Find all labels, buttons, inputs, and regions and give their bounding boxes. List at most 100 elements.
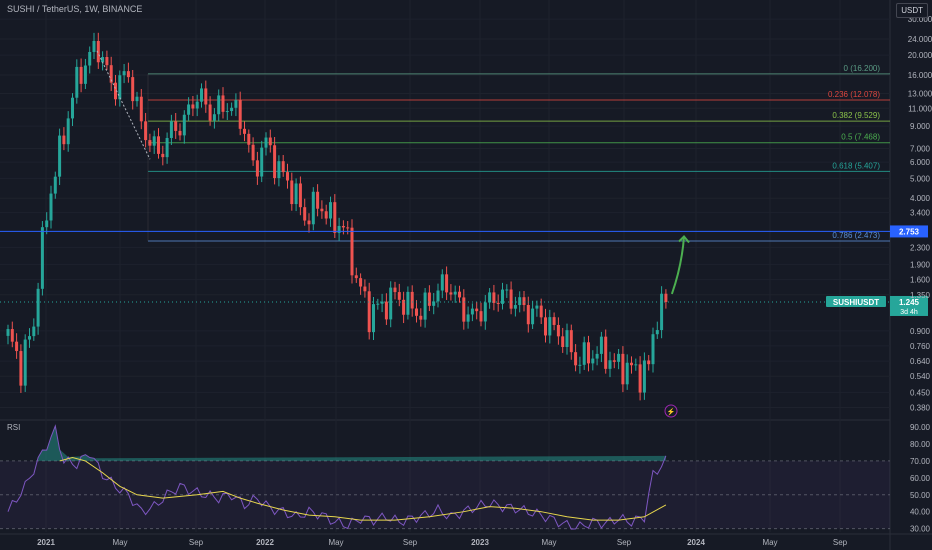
- candle-body: [513, 305, 517, 309]
- candle-body: [415, 308, 418, 316]
- candle-body: [389, 287, 393, 320]
- candle-body: [286, 172, 289, 181]
- candle-body: [595, 353, 599, 359]
- candle-body: [234, 100, 238, 108]
- candle-body: [191, 104, 195, 109]
- candle-body: [539, 305, 543, 318]
- candle-body: [333, 202, 337, 233]
- candle-body: [621, 353, 625, 385]
- candle-body: [432, 301, 436, 306]
- candle-body: [221, 95, 225, 112]
- candle-body: [255, 160, 259, 177]
- candle-body: [58, 135, 62, 177]
- candle-body: [169, 121, 173, 138]
- symbol-tag: [826, 295, 886, 307]
- candle-body: [483, 302, 487, 322]
- candle-body: [526, 305, 530, 325]
- candle-body: [281, 161, 285, 173]
- candle-body: [247, 133, 251, 145]
- candle-body: [311, 191, 315, 225]
- candle-body: [152, 136, 156, 146]
- candle-body: [608, 360, 612, 369]
- candle-body: [410, 291, 414, 309]
- candle-body: [36, 288, 40, 327]
- candle-body: [277, 161, 281, 179]
- candle-body: [28, 336, 31, 340]
- price-tick-label: 0.450: [910, 388, 931, 397]
- axes: 30.000 24.000 20.000 16.000 13.000 11.000 9.00…: [37, 15, 932, 547]
- arrow-head-icon: [678, 235, 690, 244]
- candle-body: [260, 147, 264, 177]
- candle-body: [157, 136, 160, 154]
- candle-body: [346, 227, 350, 229]
- price-tick-label: 1.900: [910, 260, 931, 269]
- time-tick-label: Sep: [403, 538, 418, 547]
- candle-body: [307, 220, 311, 225]
- price-tick-label: 0.540: [910, 372, 931, 381]
- candle-body: [195, 101, 199, 109]
- fib-level-label: 0.618 (5.407): [832, 161, 880, 170]
- candle-body: [40, 227, 44, 289]
- fib-retracement[interactable]: 0 (16.200) 0.236 (12.078) 0.382 (9.529) 0.5…: [147, 64, 890, 242]
- candle-body: [174, 121, 178, 131]
- candle-body: [359, 278, 363, 287]
- candle-body: [531, 308, 535, 325]
- candle-body: [574, 352, 578, 366]
- candle-body: [522, 297, 526, 306]
- candle-body: [324, 211, 328, 219]
- candle-body: [114, 82, 117, 100]
- candle-body: [518, 297, 522, 306]
- candle-body: [83, 65, 87, 84]
- price-tick-label: 0.380: [910, 403, 931, 412]
- candle-body: [105, 56, 109, 66]
- candle-body: [427, 292, 431, 306]
- candle-body: [384, 301, 388, 320]
- candle-body: [165, 137, 169, 158]
- candle-body: [419, 315, 423, 320]
- price-tick-label: 16.000: [908, 71, 932, 80]
- candle-body: [139, 96, 143, 122]
- rsi-tick-label: 90.00: [910, 423, 931, 432]
- candle-body: [565, 330, 569, 348]
- candle-body: [496, 302, 500, 304]
- price-tick-label: 0.640: [910, 357, 931, 366]
- candle-body: [273, 145, 277, 179]
- time-tick-label: 2023: [471, 538, 489, 547]
- candles: [6, 32, 668, 401]
- candle-body: [49, 193, 53, 221]
- candle-body: [449, 292, 453, 295]
- candle-body: [402, 299, 406, 315]
- candle-body: [66, 118, 70, 145]
- price-tick-label: 20.000: [908, 51, 932, 60]
- candle-body: [144, 121, 148, 141]
- rsi-tick-label: 80.00: [910, 440, 931, 449]
- candle-body: [341, 225, 345, 228]
- candle-body: [445, 274, 449, 293]
- currency-button[interactable]: USDT: [896, 3, 928, 18]
- candle-body: [544, 317, 547, 336]
- candle-body: [492, 292, 496, 303]
- candle-body: [131, 77, 135, 102]
- candle-body: [10, 329, 14, 342]
- candle-body: [397, 292, 401, 300]
- candle-body: [294, 183, 298, 205]
- candle-body: [350, 227, 354, 276]
- candle-body: [23, 339, 27, 386]
- price-tick-label: 1.600: [910, 276, 931, 285]
- lightning-glyph: ⚡: [667, 407, 676, 416]
- price-tick-label: 9.000: [910, 122, 931, 131]
- time-tick-label: May: [112, 538, 127, 547]
- price-tick-label: 5.000: [910, 174, 931, 183]
- time-tick-label: May: [762, 538, 777, 547]
- candle-body: [612, 360, 616, 362]
- time-tick-label: May: [328, 538, 343, 547]
- price-tick-label: 13.000: [908, 89, 932, 98]
- price-tick-label: 3.400: [910, 209, 931, 218]
- candle-body: [251, 144, 255, 161]
- candle-body: [509, 289, 513, 309]
- candle-body: [367, 291, 371, 333]
- rsi-tick-label: 40.00: [910, 508, 931, 517]
- time-tick-label: May: [541, 538, 556, 547]
- candle-body: [19, 351, 23, 386]
